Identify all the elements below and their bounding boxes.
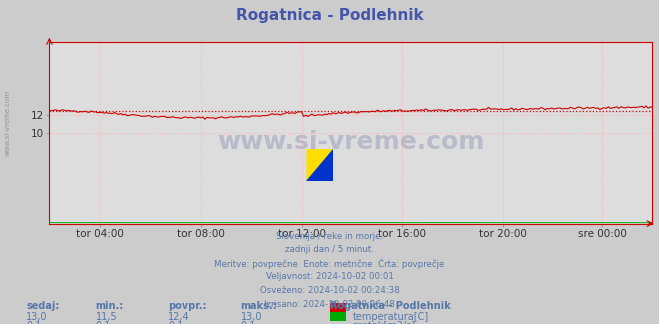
Text: 0,1: 0,1 [241,321,256,324]
Text: www.si-vreme.com: www.si-vreme.com [5,90,11,156]
Text: min.:: min.: [96,301,124,311]
Polygon shape [306,149,333,181]
Text: 11,5: 11,5 [96,312,117,322]
Text: maks.:: maks.: [241,301,277,311]
Text: Rogatnica - Podlehnik: Rogatnica - Podlehnik [236,8,423,23]
Text: 0,1: 0,1 [168,321,183,324]
Text: Osveženo: 2024-10-02 00:24:38: Osveženo: 2024-10-02 00:24:38 [260,286,399,295]
Text: Slovenija / reke in morje.: Slovenija / reke in morje. [276,232,383,241]
Text: Meritve: povprečne  Enote: metrične  Črta: povprečje: Meritve: povprečne Enote: metrične Črta:… [214,259,445,269]
Text: Izrisano: 2024-10-02 00:26:48: Izrisano: 2024-10-02 00:26:48 [264,300,395,309]
Text: 0,1: 0,1 [26,321,42,324]
Text: 13,0: 13,0 [26,312,48,322]
Text: 0,1: 0,1 [96,321,111,324]
Text: pretok[m3/s]: pretok[m3/s] [353,321,416,324]
Text: 13,0: 13,0 [241,312,262,322]
Text: povpr.:: povpr.: [168,301,206,311]
Polygon shape [306,149,333,181]
Text: temperatura[C]: temperatura[C] [353,312,429,322]
Text: zadnji dan / 5 minut.: zadnji dan / 5 minut. [285,245,374,254]
Text: 12,4: 12,4 [168,312,190,322]
Text: Veljavnost: 2024-10-02 00:01: Veljavnost: 2024-10-02 00:01 [266,272,393,282]
Text: Rogatnica - Podlehnik: Rogatnica - Podlehnik [330,301,450,311]
Text: www.si-vreme.com: www.si-vreme.com [217,130,484,154]
Text: sedaj:: sedaj: [26,301,60,311]
